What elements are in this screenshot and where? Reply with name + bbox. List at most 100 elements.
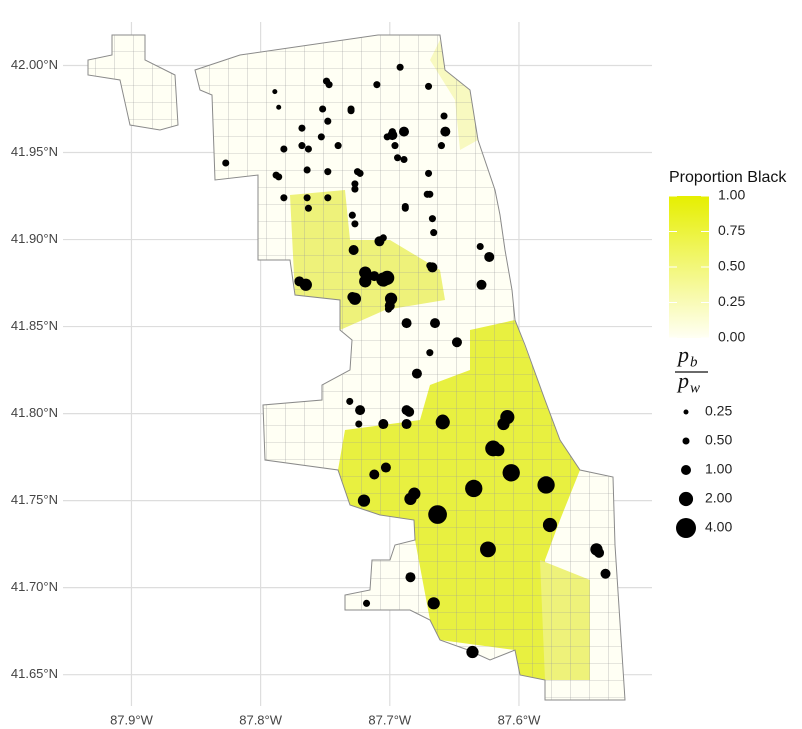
point (594, 547, 605, 558)
y-tick-label: 41.65°N (11, 666, 58, 681)
point (401, 318, 412, 329)
point (325, 81, 333, 89)
point (324, 194, 332, 202)
city-map (87, 34, 626, 701)
color-legend-label: 0.00 (718, 329, 745, 345)
point (399, 126, 409, 137)
point (379, 234, 387, 242)
point (303, 166, 311, 174)
point (369, 469, 380, 480)
point (348, 245, 359, 255)
point (317, 133, 325, 141)
point (465, 479, 483, 498)
point (427, 597, 440, 610)
point (384, 305, 393, 313)
point (425, 82, 433, 90)
point (405, 572, 416, 583)
point (425, 169, 433, 177)
point (276, 104, 282, 110)
point (355, 420, 363, 428)
y-tick-label: 41.95°N (11, 144, 58, 159)
point (357, 494, 371, 507)
point (430, 318, 440, 329)
size-legend-numerator: p (676, 342, 689, 367)
point (391, 142, 399, 150)
point (363, 599, 371, 607)
point (280, 194, 288, 202)
point (359, 266, 372, 279)
point (476, 242, 484, 251)
point (324, 117, 332, 125)
point (426, 190, 434, 198)
size-legend-label: 1.00 (705, 461, 732, 477)
point (348, 211, 356, 219)
point (411, 368, 422, 379)
size-legend-label: 0.50 (705, 432, 732, 448)
y-tick-label: 41.70°N (11, 579, 58, 594)
points-layer (222, 63, 611, 659)
size-legend-label: 2.00 (705, 490, 732, 506)
point (396, 63, 404, 71)
point (466, 645, 479, 659)
point (401, 204, 409, 212)
point (280, 145, 288, 153)
point (480, 541, 496, 558)
x-tick-label: 87.6°W (498, 712, 542, 727)
size-legend-label: 0.25 (705, 403, 732, 419)
x-tick-label: 87.7°W (368, 712, 412, 727)
point (401, 419, 412, 430)
x-tick-label: 87.8°W (239, 712, 283, 727)
point (346, 397, 354, 405)
point (600, 568, 611, 579)
point (492, 444, 505, 457)
point (334, 142, 342, 150)
point (497, 417, 510, 431)
point (222, 159, 230, 167)
point (426, 262, 434, 270)
point (383, 133, 391, 141)
point (298, 142, 306, 150)
point (428, 215, 436, 223)
point (476, 279, 487, 290)
point (440, 126, 451, 137)
color-legend-title: Proportion Black (669, 169, 787, 186)
point (319, 105, 327, 113)
point (299, 278, 312, 291)
point (428, 505, 447, 524)
point (451, 337, 462, 348)
point (502, 464, 520, 482)
point (324, 168, 332, 176)
point (394, 154, 402, 162)
color-legend-label: 0.75 (718, 222, 745, 238)
point (484, 251, 495, 262)
point (275, 173, 283, 181)
point (347, 291, 358, 302)
point (436, 414, 449, 427)
point (347, 107, 355, 115)
y-tick-label: 41.90°N (11, 231, 58, 246)
point (380, 270, 395, 285)
point (359, 275, 372, 288)
y-tick-label: 42.00°N (11, 57, 58, 72)
size-legend-denominator: p (676, 368, 689, 393)
size-key (678, 491, 694, 507)
point (378, 419, 389, 430)
legend: Proportion Black p b p w 0.00 0.25 0.50 0.7… (669, 169, 787, 538)
point (351, 185, 359, 193)
point (437, 142, 445, 150)
size-key (683, 409, 689, 415)
x-tick-label: 87.9°W (110, 712, 154, 727)
size-key (676, 518, 696, 538)
point (356, 169, 364, 177)
point (272, 89, 278, 95)
point (373, 81, 381, 89)
point (440, 112, 448, 120)
point (355, 405, 366, 416)
point (304, 204, 312, 212)
point (298, 124, 306, 132)
y-tick-label: 41.80°N (11, 405, 58, 420)
color-legend-label: 0.25 (718, 293, 745, 309)
y-tick-label: 41.75°N (11, 492, 58, 507)
point (430, 229, 438, 237)
